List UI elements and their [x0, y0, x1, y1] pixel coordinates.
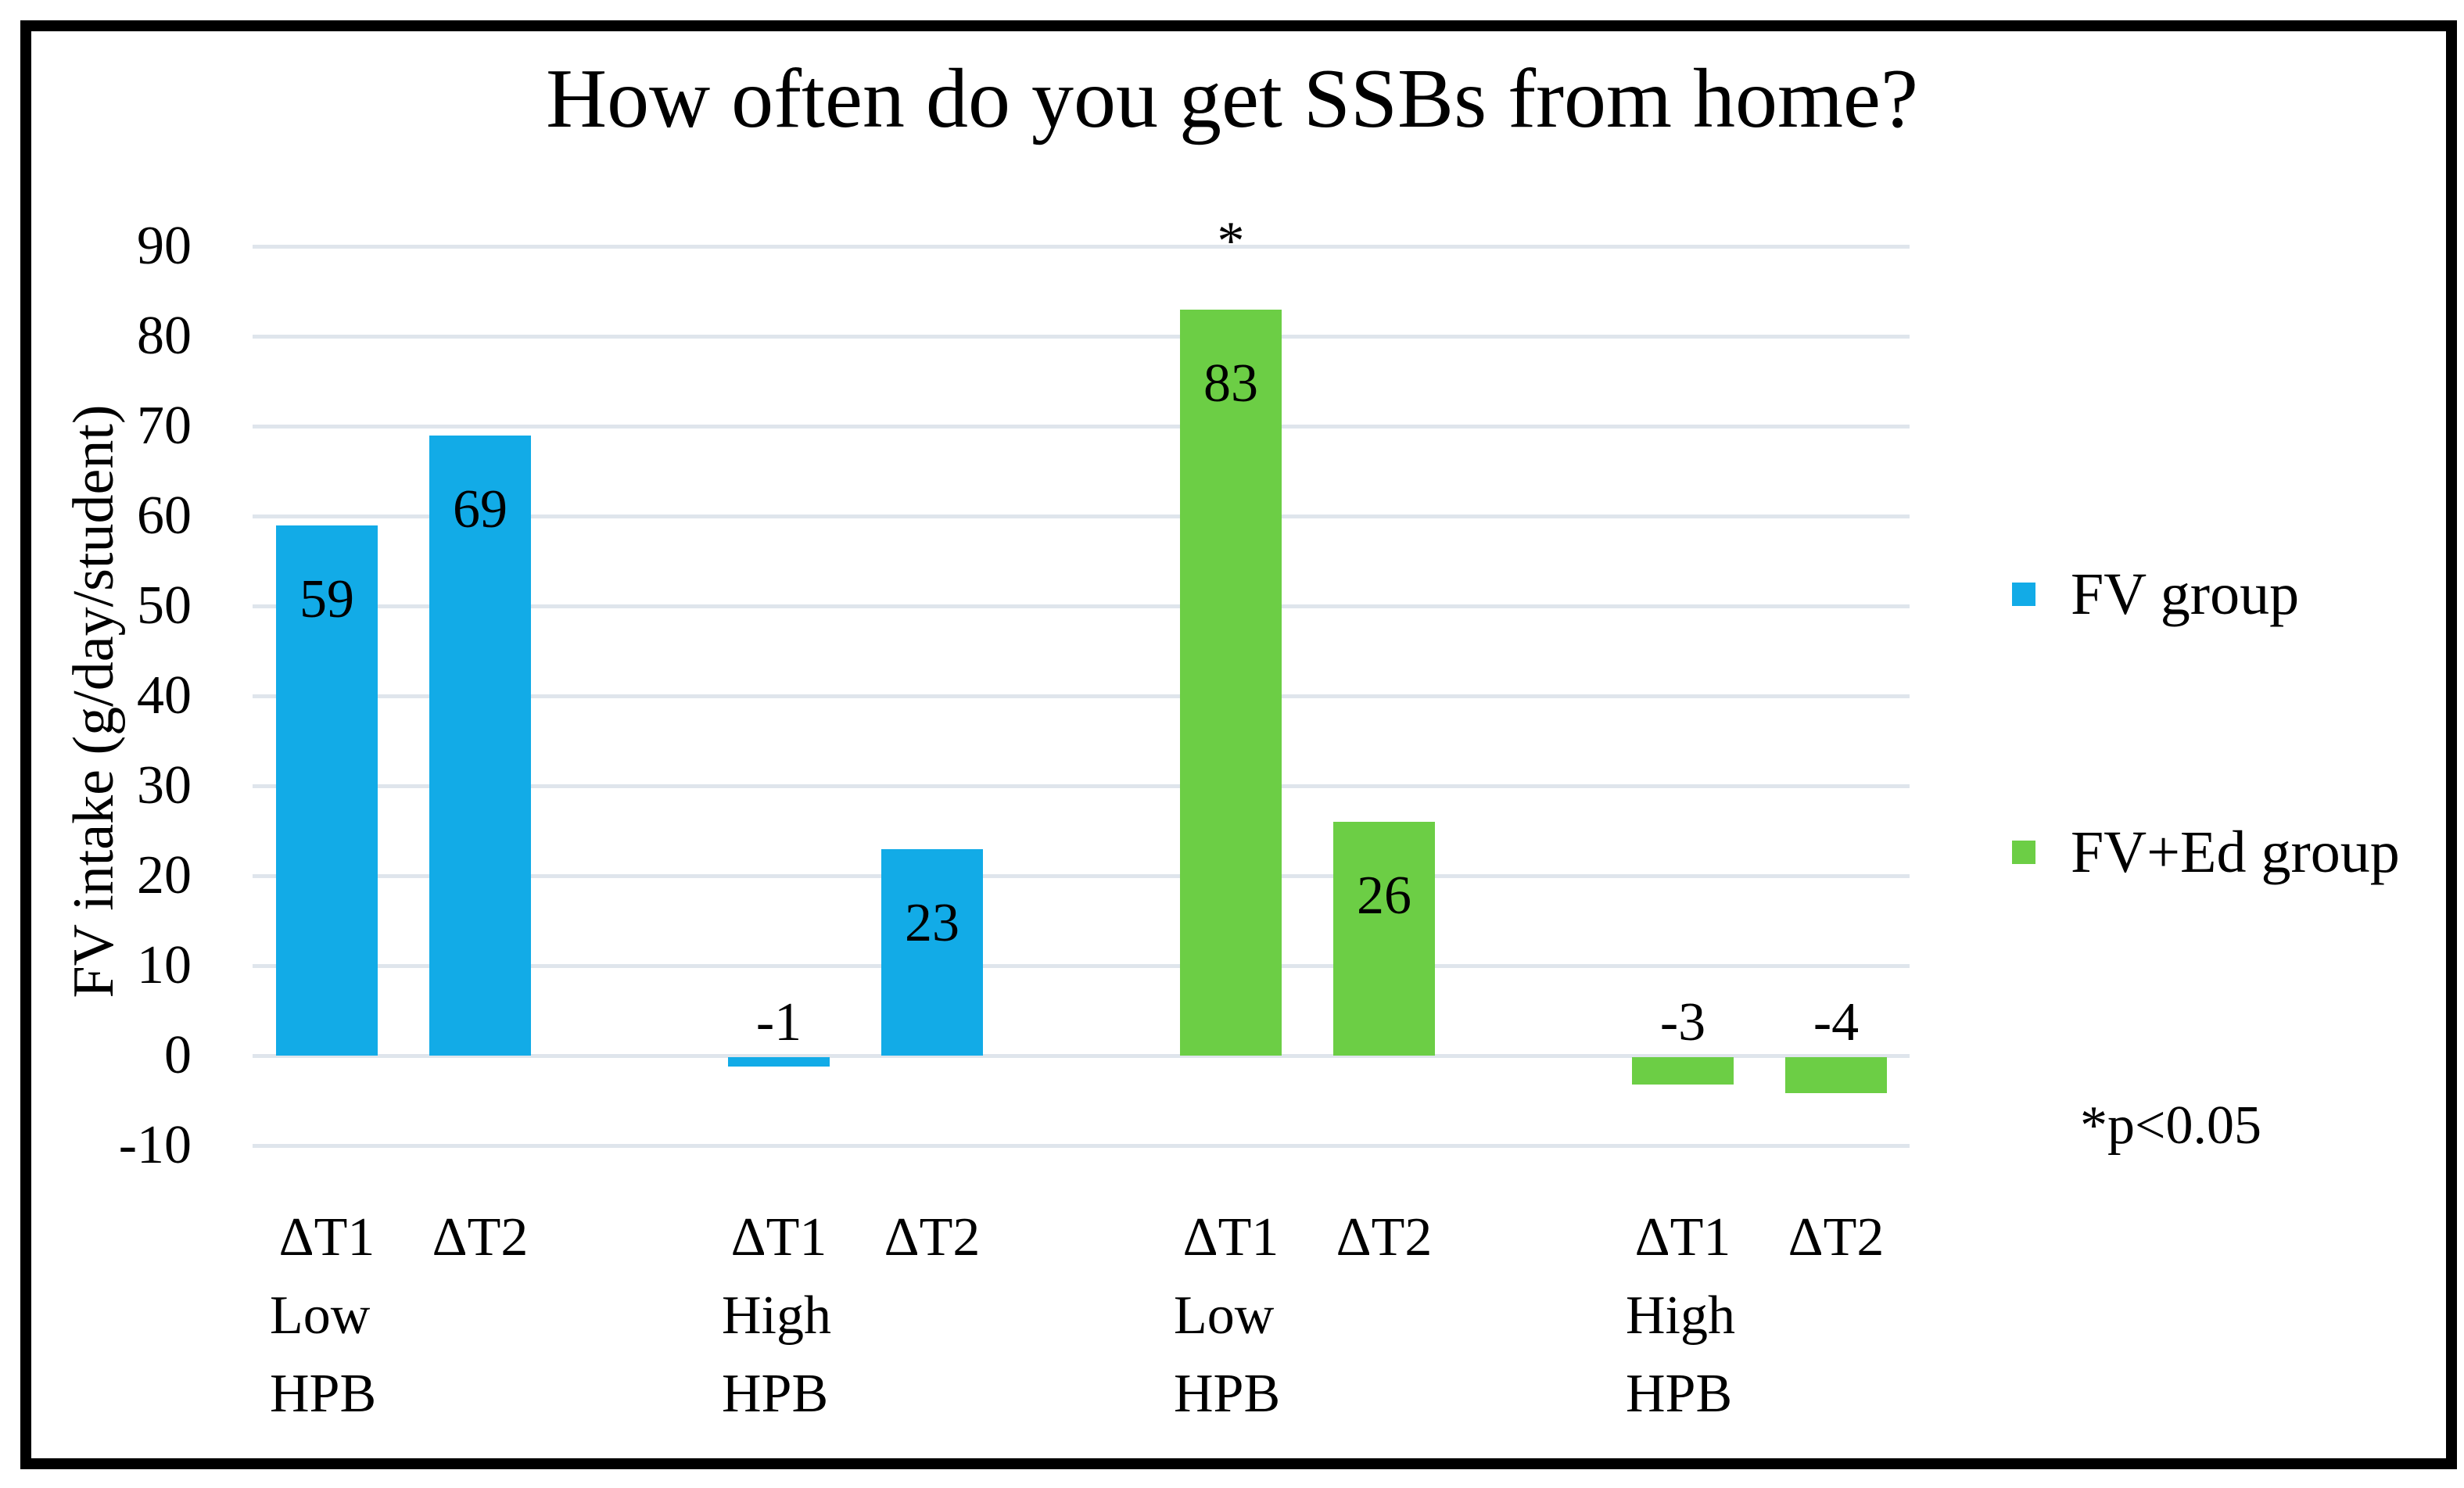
bar-value-label: 69 [453, 479, 508, 540]
x-tick-label: ΔT2 [432, 1207, 529, 1267]
bar-value-label: 59 [299, 568, 354, 629]
bar-value-label: -4 [1813, 992, 1860, 1052]
bar [881, 848, 983, 1056]
group-condition-label: HPB [270, 1364, 377, 1424]
gridline [253, 425, 1910, 428]
chart-title: How often do you get SSBs from home? [546, 52, 1918, 145]
bar-value-label: 83 [1203, 353, 1258, 414]
group-condition-label: High [1626, 1285, 1735, 1346]
legend-item-fv-group: FV group [2012, 561, 2299, 627]
x-tick-label: ΔT2 [1788, 1207, 1885, 1267]
fv-ed-group-swatch-icon [2012, 841, 2035, 864]
bar-value-label: -3 [1659, 992, 1706, 1052]
gridline [253, 515, 1910, 518]
bar-value-label: 26 [1357, 866, 1411, 926]
significance-asterisk: * [1217, 210, 1245, 271]
x-tick-label: ΔT1 [1182, 1207, 1279, 1267]
bar [1785, 1057, 1887, 1093]
gridline [253, 964, 1910, 968]
bar [1180, 309, 1282, 1056]
x-tick-label: ΔT1 [1634, 1207, 1731, 1267]
y-tick-label: 70 [137, 396, 192, 456]
y-tick-label: 40 [137, 665, 192, 726]
bar-value-label: 23 [905, 892, 959, 953]
gridline [253, 1054, 1910, 1058]
gridline [253, 874, 1910, 878]
gridline [253, 784, 1910, 788]
legend-label-fv-ed-group: FV+Ed group [2071, 819, 2400, 885]
x-tick-label: ΔT1 [730, 1207, 827, 1267]
y-tick-label: 30 [137, 755, 192, 816]
gridline [253, 1144, 1910, 1148]
y-tick-label: -10 [118, 1115, 192, 1175]
x-tick-label: ΔT2 [884, 1207, 981, 1267]
bar [1632, 1057, 1734, 1085]
bar [1333, 822, 1435, 1056]
gridline [253, 335, 1910, 339]
fv-group-swatch-icon [2012, 583, 2035, 606]
y-tick-label: 50 [137, 575, 192, 636]
legend-label-fv-group: FV group [2071, 561, 2300, 627]
bar [276, 525, 378, 1056]
group-condition-label: HPB [1174, 1364, 1281, 1424]
significance-footnote: *p<0.05 [2080, 1095, 2261, 1156]
y-tick-label: 80 [137, 306, 192, 366]
group-condition-label: HPB [1626, 1364, 1733, 1424]
y-tick-label: 10 [137, 935, 192, 995]
y-tick-label: 0 [164, 1025, 192, 1085]
group-condition-label: High [722, 1285, 831, 1346]
gridline [253, 694, 1910, 698]
bar [429, 435, 531, 1056]
y-tick-label: 60 [137, 486, 192, 546]
y-tick-label: 90 [137, 216, 192, 276]
chart-border [20, 20, 2457, 1469]
gridline [253, 604, 1910, 608]
x-tick-label: ΔT2 [1336, 1207, 1433, 1267]
bar-value-label: -1 [755, 992, 802, 1052]
group-condition-label: HPB [722, 1364, 829, 1424]
bar [728, 1057, 830, 1067]
group-condition-label: Low [1174, 1285, 1275, 1346]
x-tick-label: ΔT1 [278, 1207, 375, 1267]
legend-item-fv-ed-group: FV+Ed group [2012, 819, 2400, 885]
y-tick-label: 20 [137, 845, 192, 905]
group-condition-label: Low [270, 1285, 371, 1346]
gridline [253, 245, 1910, 249]
